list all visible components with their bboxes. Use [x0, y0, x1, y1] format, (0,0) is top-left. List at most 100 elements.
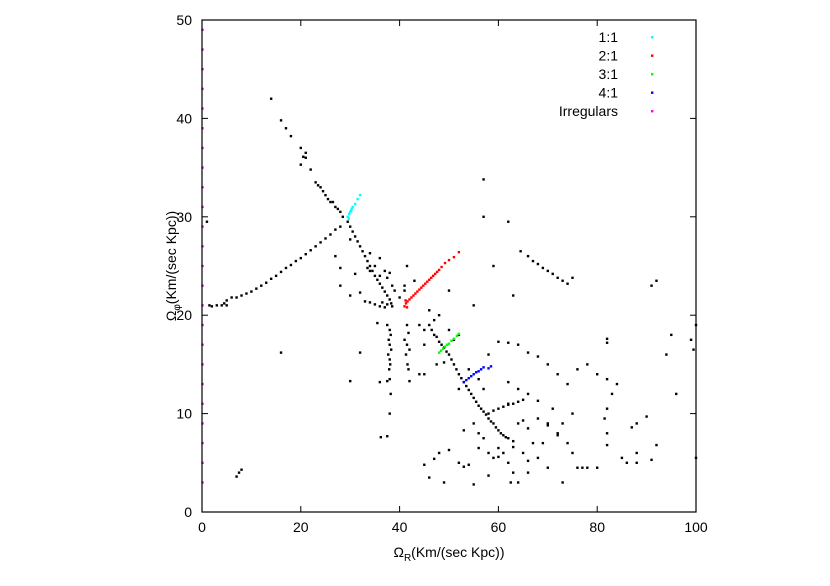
data-point: [492, 456, 495, 460]
data-point: [386, 294, 389, 297]
data-point-11: [350, 207, 353, 211]
data-point: [437, 314, 441, 317]
data-point: [447, 328, 451, 332]
data-point: [349, 379, 352, 383]
data-point: [309, 168, 312, 171]
data-point: [630, 426, 633, 429]
data-point: [487, 451, 490, 455]
data-point: [437, 451, 441, 455]
data-point: [605, 432, 609, 435]
data-point: [546, 363, 549, 366]
data-point: [596, 466, 599, 469]
data-point: [536, 399, 540, 403]
data-point: [596, 373, 599, 376]
data-point-21: [431, 274, 435, 278]
legend-label: 3:1: [599, 66, 619, 82]
data-point: [467, 388, 470, 392]
data-point: [386, 435, 389, 438]
data-point: [358, 245, 362, 248]
data-point: [516, 481, 520, 484]
data-point: [526, 254, 530, 258]
data-point: [482, 178, 485, 181]
data-point: [339, 225, 342, 228]
data-point: [455, 368, 458, 371]
legend-label: Irregulars: [559, 103, 618, 119]
data-point: [561, 422, 564, 425]
data-point: [388, 328, 391, 332]
data-point: [504, 436, 508, 439]
data-point: [635, 451, 638, 455]
data-point: [378, 256, 382, 260]
data-point: [507, 220, 510, 223]
data-point-11: [353, 202, 357, 206]
data-point: [403, 284, 406, 287]
data-point: [284, 266, 288, 270]
data-point: [509, 481, 512, 484]
data-point: [331, 200, 335, 204]
data-point: [526, 351, 530, 354]
data-point: [571, 451, 574, 455]
data-point: [314, 245, 317, 248]
data-point: [645, 415, 648, 418]
data-point-41: [465, 378, 468, 382]
data-point: [289, 263, 293, 267]
data-point: [440, 343, 443, 346]
data-point: [450, 358, 453, 361]
data-point-21: [414, 292, 417, 295]
data-point-21: [443, 261, 447, 265]
data-point: [265, 281, 268, 284]
data-point: [378, 282, 382, 285]
data-point: [487, 474, 490, 477]
data-point: [477, 377, 480, 381]
data-point: [339, 210, 342, 214]
data-point: [541, 266, 545, 270]
data-point: [442, 361, 446, 364]
data-point: [435, 335, 438, 339]
data-point: [379, 436, 383, 439]
data-point: [502, 451, 505, 455]
data-point-21: [430, 276, 433, 280]
data-point: [225, 304, 228, 307]
data-point: [650, 284, 653, 287]
y-tick-label: 10: [176, 406, 192, 422]
data-point: [603, 417, 606, 420]
data-point: [499, 432, 503, 435]
data-point: [502, 405, 505, 408]
data-point: [403, 289, 406, 292]
data-point: [605, 407, 609, 410]
data-point: [571, 412, 574, 415]
data-point-31: [443, 345, 447, 348]
data-point: [526, 459, 530, 463]
data-point: [378, 380, 382, 384]
data-point: [230, 296, 233, 299]
x-tick-label: 80: [589, 519, 605, 535]
data-point: [324, 193, 327, 197]
legend-marker: [651, 110, 654, 113]
data-point: [497, 407, 500, 410]
data-point: [561, 481, 564, 484]
data-point-11: [349, 209, 353, 213]
data-point: [655, 279, 658, 282]
data-point: [388, 358, 391, 361]
data-point: [423, 463, 426, 466]
data-point: [507, 461, 510, 464]
data-point: [507, 402, 510, 405]
data-point: [512, 402, 515, 405]
data-point: [576, 466, 579, 469]
data-point: [502, 434, 505, 437]
data-point: [576, 368, 579, 371]
data-point: [319, 241, 322, 244]
data-point: [329, 200, 332, 204]
data-point: [336, 207, 340, 211]
data-point: [349, 294, 352, 297]
data-point-11: [346, 215, 349, 218]
data-point-41: [470, 375, 473, 378]
data-point: [210, 305, 214, 308]
data-point: [423, 328, 426, 332]
data-point: [507, 341, 510, 344]
data-point: [383, 306, 386, 309]
data-point-21: [447, 258, 451, 262]
data-point-31: [457, 332, 461, 336]
data-point-11: [348, 212, 351, 216]
data-point: [349, 225, 352, 228]
